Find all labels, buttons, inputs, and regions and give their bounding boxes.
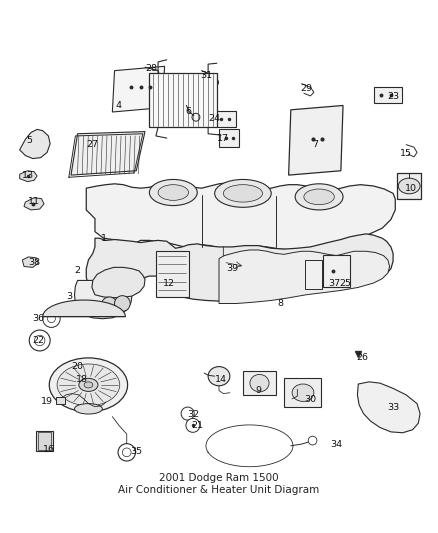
Text: 5: 5 — [27, 136, 33, 145]
Text: 12: 12 — [163, 279, 175, 288]
Ellipse shape — [181, 407, 194, 420]
Bar — [36, 431, 53, 451]
Polygon shape — [20, 171, 37, 182]
Text: 3: 3 — [66, 293, 72, 302]
Bar — [38, 432, 51, 450]
Text: 34: 34 — [330, 440, 343, 449]
Polygon shape — [357, 382, 420, 433]
Ellipse shape — [149, 180, 197, 206]
Text: 15: 15 — [400, 149, 412, 158]
Ellipse shape — [43, 310, 60, 327]
Ellipse shape — [186, 418, 200, 432]
Bar — [397, 173, 421, 199]
Text: 39: 39 — [226, 264, 238, 273]
Text: 8: 8 — [277, 299, 283, 308]
Bar — [284, 378, 321, 407]
Ellipse shape — [295, 184, 343, 210]
Text: 28: 28 — [145, 64, 158, 73]
Text: 30: 30 — [304, 395, 317, 403]
Ellipse shape — [57, 364, 120, 406]
Text: 6: 6 — [186, 108, 191, 117]
Polygon shape — [86, 234, 393, 301]
Text: 10: 10 — [405, 184, 417, 192]
Polygon shape — [86, 183, 395, 250]
Ellipse shape — [215, 180, 271, 207]
Text: 29: 29 — [300, 84, 312, 93]
Ellipse shape — [398, 178, 420, 194]
Ellipse shape — [304, 189, 334, 205]
Bar — [56, 397, 65, 405]
Text: 13: 13 — [21, 171, 34, 180]
Ellipse shape — [102, 297, 117, 313]
Ellipse shape — [158, 184, 188, 200]
Polygon shape — [74, 280, 132, 319]
Text: 17: 17 — [217, 134, 230, 143]
Text: 11: 11 — [28, 197, 40, 206]
Polygon shape — [289, 106, 343, 175]
Text: 33: 33 — [387, 403, 399, 413]
Text: 23: 23 — [387, 92, 399, 101]
Bar — [156, 251, 188, 297]
Bar — [323, 255, 350, 287]
Ellipse shape — [29, 330, 50, 351]
Polygon shape — [71, 132, 145, 175]
Polygon shape — [113, 66, 165, 112]
Ellipse shape — [47, 315, 55, 322]
Text: 26: 26 — [357, 353, 369, 362]
Ellipse shape — [118, 443, 135, 461]
Text: 4: 4 — [116, 101, 122, 110]
Text: 1: 1 — [101, 233, 107, 243]
Text: 2: 2 — [74, 266, 81, 276]
Ellipse shape — [292, 384, 314, 401]
Bar — [305, 260, 322, 289]
Text: 22: 22 — [32, 336, 44, 345]
Text: 37: 37 — [328, 279, 340, 288]
Bar — [219, 130, 239, 147]
Ellipse shape — [208, 367, 230, 386]
Bar — [149, 73, 217, 127]
Bar — [215, 111, 237, 127]
Ellipse shape — [79, 378, 98, 391]
Ellipse shape — [250, 375, 269, 392]
Text: 9: 9 — [255, 386, 261, 395]
Bar — [374, 87, 402, 103]
Text: 7: 7 — [312, 140, 318, 149]
Text: 14: 14 — [215, 375, 227, 384]
Text: 2001 Dodge Ram 1500
Air Conditioner & Heater Unit Diagram: 2001 Dodge Ram 1500 Air Conditioner & He… — [118, 473, 320, 495]
Polygon shape — [22, 257, 39, 268]
Text: 38: 38 — [28, 257, 40, 266]
Text: 18: 18 — [76, 375, 88, 384]
Ellipse shape — [115, 296, 130, 311]
Text: 25: 25 — [339, 279, 351, 288]
Ellipse shape — [74, 403, 102, 414]
Ellipse shape — [84, 382, 93, 388]
Text: 32: 32 — [187, 410, 199, 419]
Text: 27: 27 — [87, 140, 99, 149]
Ellipse shape — [308, 436, 317, 445]
Polygon shape — [43, 300, 125, 317]
Text: 36: 36 — [32, 314, 44, 323]
Polygon shape — [24, 198, 44, 210]
Text: 35: 35 — [130, 447, 142, 456]
Ellipse shape — [49, 358, 127, 412]
Text: 21: 21 — [191, 421, 203, 430]
Ellipse shape — [108, 296, 125, 313]
Text: 20: 20 — [71, 362, 84, 371]
Bar — [243, 371, 276, 395]
Text: 19: 19 — [41, 397, 53, 406]
Ellipse shape — [223, 184, 262, 202]
Text: 16: 16 — [43, 445, 55, 454]
Polygon shape — [219, 250, 390, 303]
Text: 31: 31 — [200, 70, 212, 79]
Text: 24: 24 — [208, 114, 221, 123]
Polygon shape — [92, 268, 145, 298]
Polygon shape — [20, 130, 50, 158]
